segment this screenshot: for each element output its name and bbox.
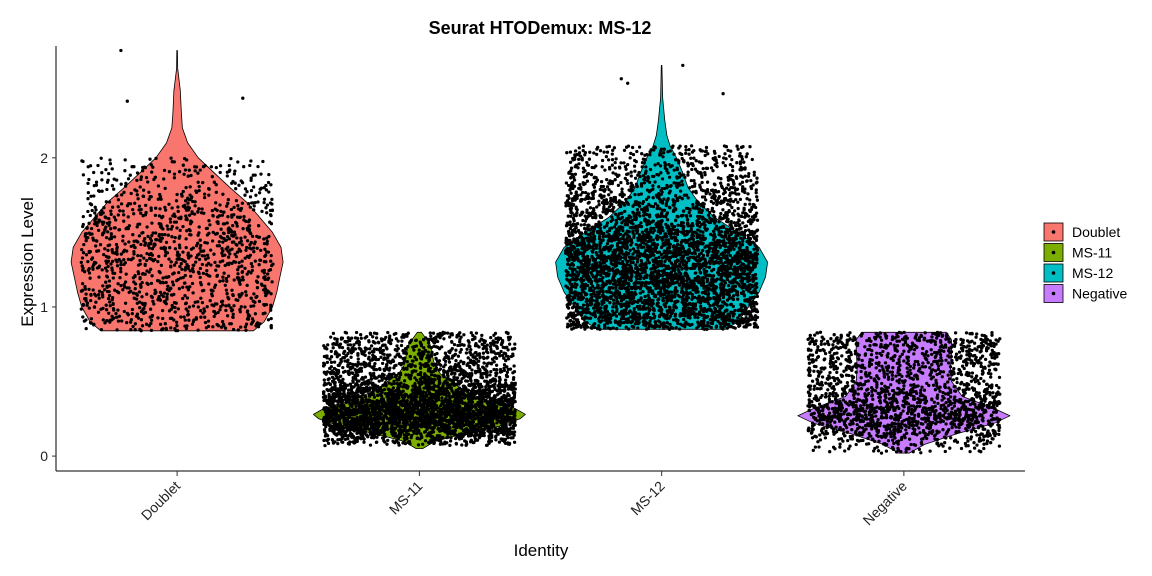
legend: Doublet MS-11 MS-12 Negative: [1043, 222, 1127, 303]
x-tick-label: MS-12: [627, 478, 668, 519]
legend-label: MS-11: [1072, 245, 1112, 261]
x-axis-title: Identity: [514, 541, 569, 560]
y-tick-label: 2: [40, 150, 48, 166]
points-negative: [806, 330, 1002, 455]
chart-title: Seurat HTODemux: MS-12: [429, 18, 652, 38]
legend-key-point: [1051, 230, 1056, 234]
points-ms-12: [564, 63, 760, 331]
points-doublet: [79, 48, 275, 333]
y-tick-label: 1: [40, 299, 48, 315]
x-tick-label: MS-11: [386, 478, 426, 518]
x-tick-label: Doublet: [138, 478, 184, 524]
legend-key-point: [1051, 291, 1056, 296]
legend-label: Negative: [1072, 286, 1127, 302]
point-layer: [79, 48, 1002, 455]
points-ms-11: [321, 330, 517, 448]
y-tick-label: 0: [40, 448, 48, 464]
y-axis-title: Expression Level: [18, 197, 37, 326]
x-tick-label: Negative: [860, 478, 911, 529]
legend-key-point: [1051, 271, 1056, 275]
legend-label: MS-12: [1072, 265, 1113, 281]
legend-label: Doublet: [1072, 224, 1120, 240]
legend-key-point: [1051, 250, 1056, 255]
